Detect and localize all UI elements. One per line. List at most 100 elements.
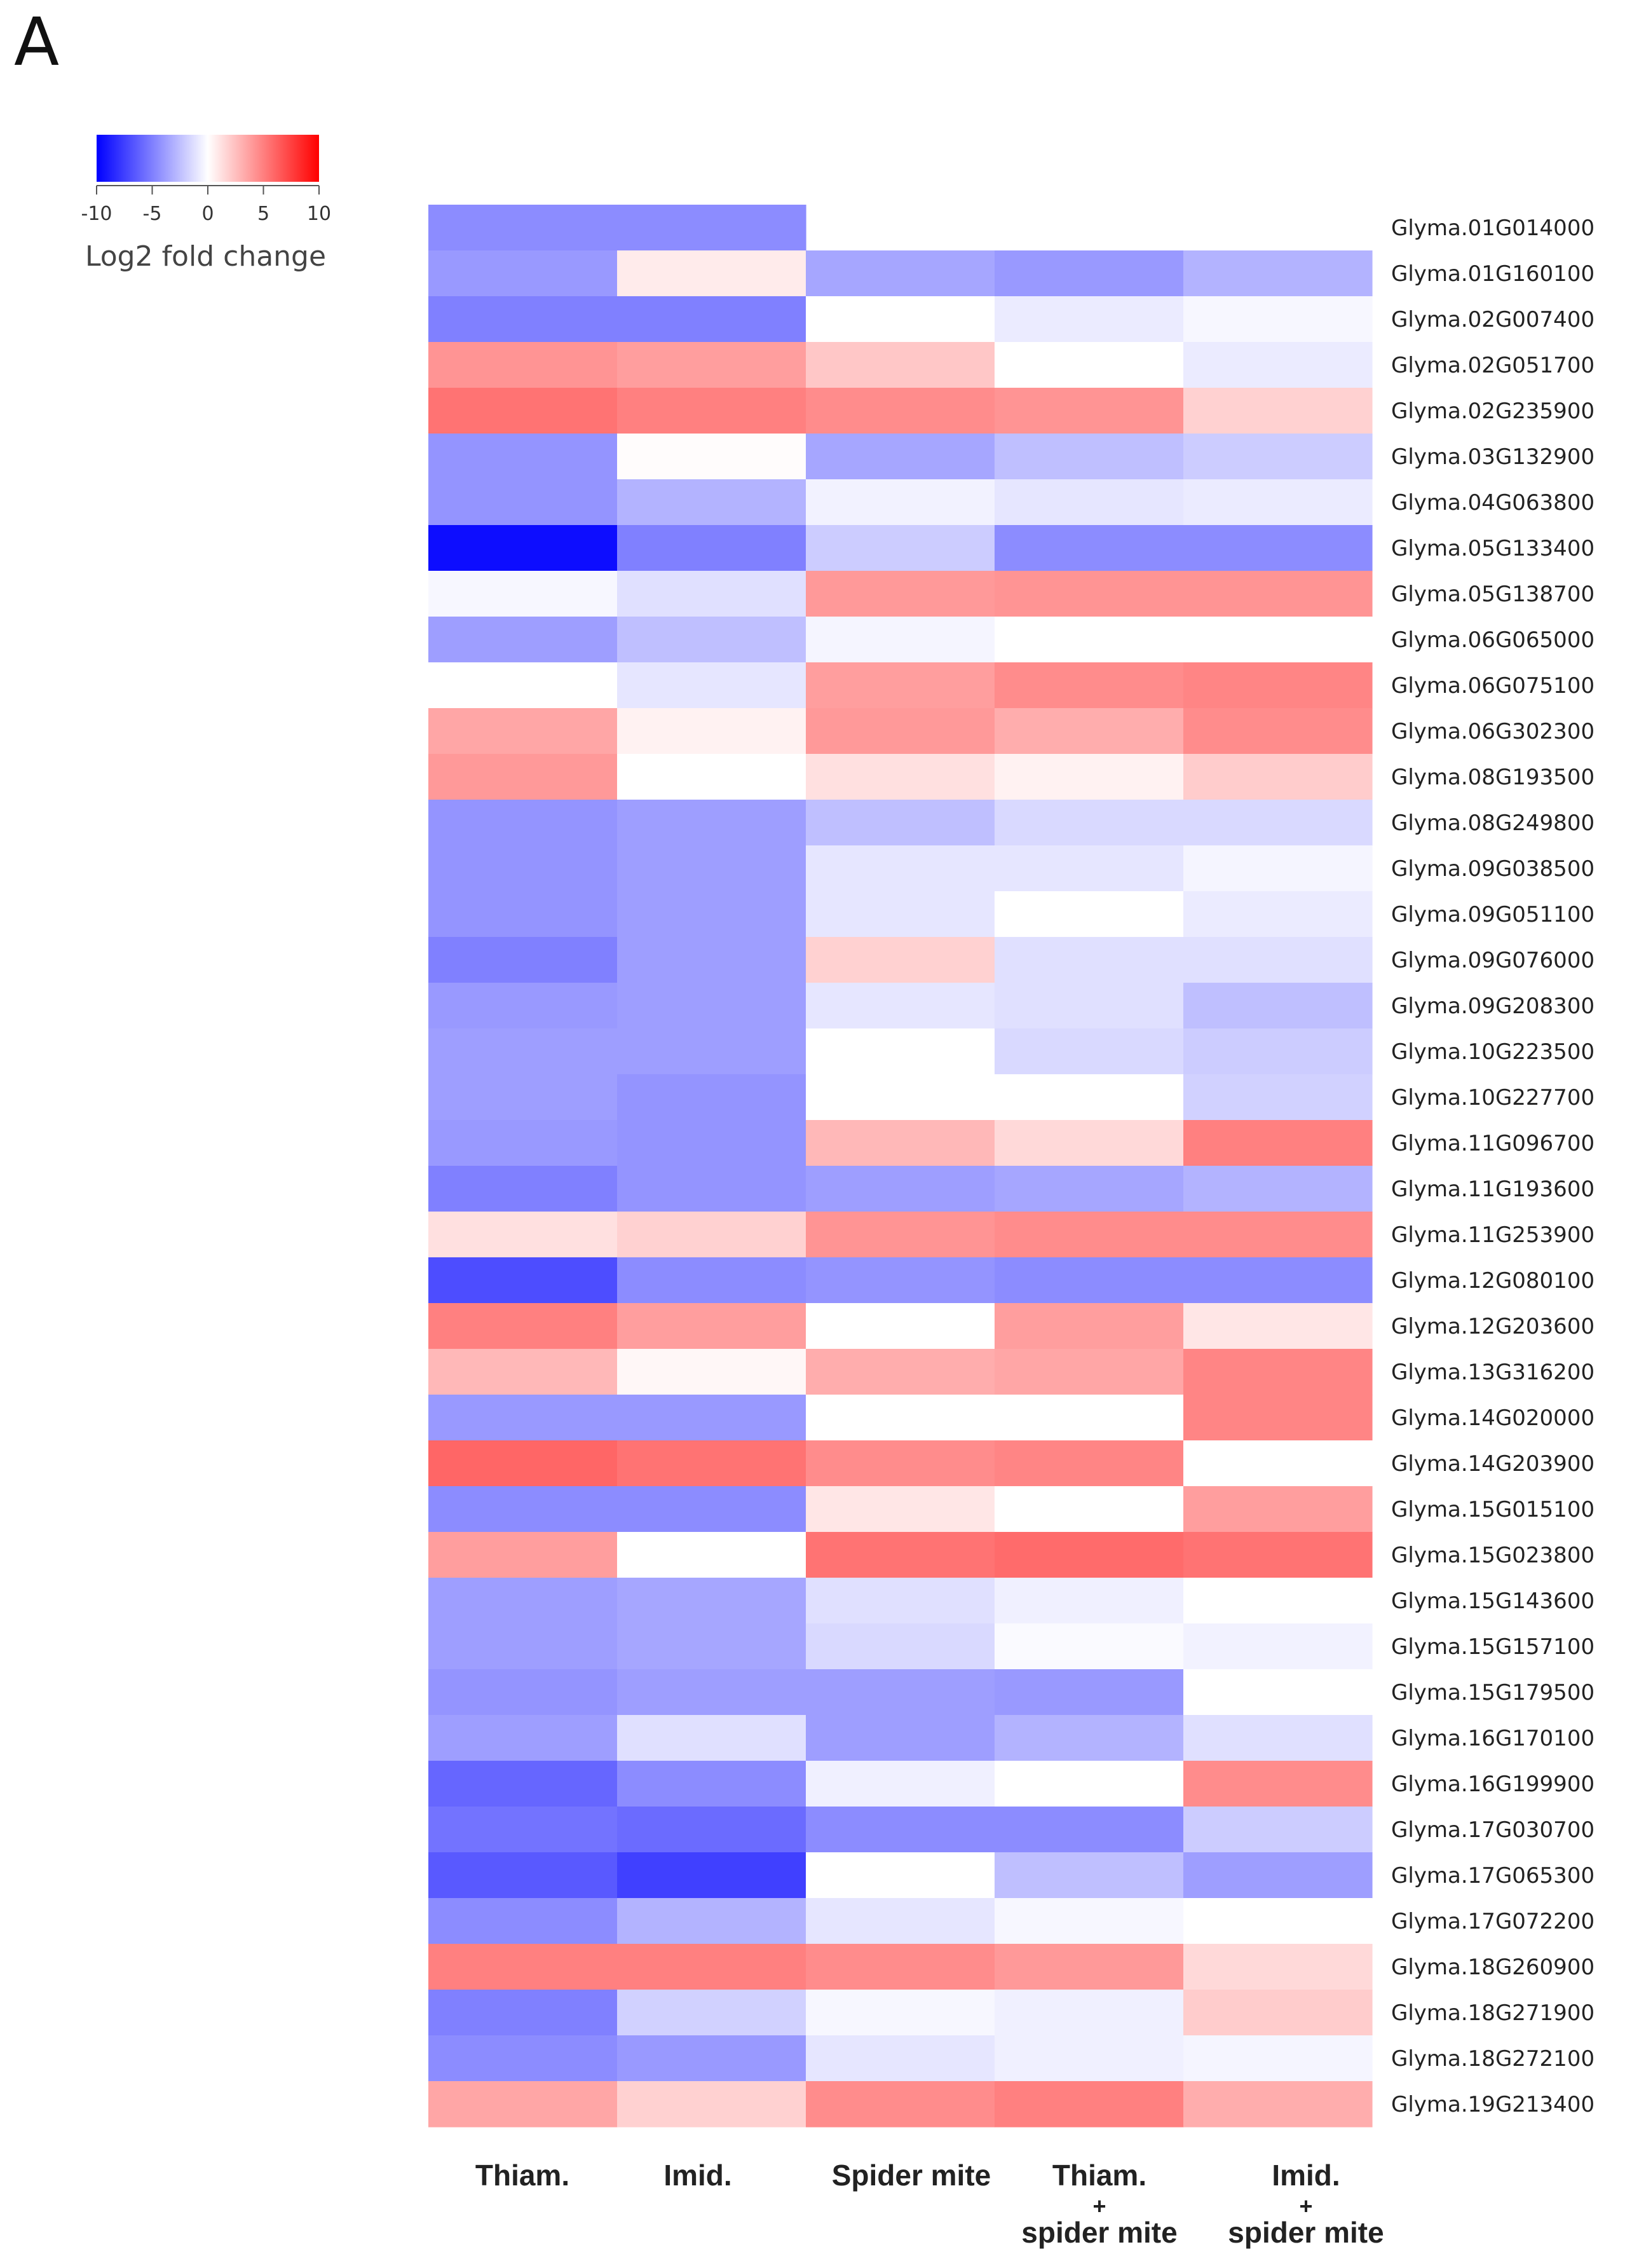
row-label: Glyma.18G260900 — [1391, 1955, 1594, 1980]
heatmap-cell — [995, 479, 1184, 526]
heatmap-cell — [617, 296, 806, 343]
heatmap-cell — [995, 1074, 1184, 1121]
row-label: Glyma.17G072200 — [1391, 1909, 1594, 1934]
heatmap-cell — [617, 1440, 806, 1487]
heatmap-cell — [617, 1852, 806, 1899]
heatmap-cell — [1183, 1807, 1373, 1853]
heatmap-cell — [1183, 983, 1373, 1029]
heatmap-cell — [995, 800, 1184, 846]
heatmap-cell — [617, 525, 806, 571]
heatmap-cell — [995, 1212, 1184, 1258]
heatmap-cell — [428, 388, 618, 434]
heatmap-cell — [995, 1715, 1184, 1761]
heatmap-cell — [1183, 1349, 1373, 1395]
heatmap-cell — [806, 571, 995, 617]
heatmap-cell — [995, 983, 1184, 1029]
column-label: Thiam. — [475, 2159, 569, 2192]
legend-tick-label: -10 — [81, 203, 112, 225]
heatmap-cell — [995, 1898, 1184, 1944]
row-label: Glyma.10G223500 — [1391, 1039, 1594, 1065]
heatmap-cell — [995, 250, 1184, 297]
row-labels: Glyma.01G014000 Glyma.01G160100 Glyma.02G0… — [1391, 215, 1594, 2117]
heatmap-cell — [1183, 1212, 1373, 1258]
heatmap-cell — [617, 754, 806, 800]
heatmap-cell — [995, 2035, 1184, 2082]
heatmap-cell — [1183, 525, 1373, 571]
row-label: Glyma.15G015100 — [1391, 1497, 1594, 1522]
row-label: Glyma.06G075100 — [1391, 673, 1594, 699]
heatmap-cell — [995, 1303, 1184, 1349]
heatmap-cell — [428, 754, 618, 800]
row-label: Glyma.13G316200 — [1391, 1360, 1594, 1385]
heatmap-cell — [428, 1578, 618, 1624]
heatmap-cell — [617, 1532, 806, 1578]
heatmap-cell — [995, 1532, 1184, 1578]
row-label: Glyma.06G065000 — [1391, 627, 1594, 653]
heatmap-cell — [428, 1212, 618, 1258]
heatmap-cell — [428, 1303, 618, 1349]
heatmap-cell — [995, 1761, 1184, 1807]
heatmap-cell — [617, 2035, 806, 2082]
row-label: Glyma.11G096700 — [1391, 1131, 1594, 1156]
heatmap-cell — [806, 800, 995, 846]
heatmap-cell — [617, 1349, 806, 1395]
heatmap-cell — [806, 1303, 995, 1349]
heatmap-cell — [617, 1898, 806, 1944]
heatmap-cell — [995, 296, 1184, 343]
heatmap-cell — [617, 342, 806, 388]
heatmap-cell — [806, 845, 995, 892]
heatmap-cell — [428, 205, 618, 251]
heatmap-cell — [617, 617, 806, 663]
heatmap-cell — [806, 1166, 995, 1212]
heatmap-cell — [995, 434, 1184, 480]
heatmap-cell — [995, 1395, 1184, 1441]
heatmap-cell — [1183, 1166, 1373, 1212]
heatmap-cell — [806, 1852, 995, 1899]
color-legend: -10 -5 0 5 10 Log2 fold change — [81, 135, 331, 273]
heatmap-cell — [1183, 250, 1373, 297]
column-label: Imid. — [663, 2159, 731, 2192]
heatmap-cell — [1183, 845, 1373, 892]
heatmap-cell — [1183, 1623, 1373, 1670]
heatmap-cell — [428, 1440, 618, 1487]
heatmap-cell — [1183, 1486, 1373, 1533]
heatmap-cell — [1183, 2035, 1373, 2082]
heatmap-cell — [806, 1532, 995, 1578]
heatmap-cell — [806, 1623, 995, 1670]
heatmap-cell — [995, 708, 1184, 755]
heatmap-cell — [428, 2081, 618, 2128]
row-label: Glyma.19G213400 — [1391, 2092, 1594, 2117]
heatmap-cell — [806, 1486, 995, 1533]
heatmap-cell — [1183, 1944, 1373, 1990]
column-label: spider mite — [1021, 2216, 1177, 2249]
heatmap-cell — [617, 662, 806, 709]
column-label: Thiam. — [1052, 2159, 1146, 2192]
heatmap-cell — [806, 1578, 995, 1624]
legend-tick-label: -5 — [143, 203, 162, 225]
row-label: Glyma.11G253900 — [1391, 1222, 1594, 1248]
heatmap-cell — [806, 891, 995, 938]
heatmap-cell — [1183, 1395, 1373, 1441]
heatmap-cell — [1183, 1440, 1373, 1487]
column-label: spider mite — [1228, 2216, 1384, 2249]
heatmap-cell — [995, 1669, 1184, 1716]
row-label: Glyma.15G179500 — [1391, 1680, 1594, 1705]
row-label: Glyma.12G080100 — [1391, 1268, 1594, 1294]
row-label: Glyma.18G271900 — [1391, 2000, 1594, 2026]
heatmap-cell — [806, 2035, 995, 2082]
heatmap-cell — [617, 1486, 806, 1533]
heatmap-cell — [1183, 800, 1373, 846]
heatmap-cell — [617, 708, 806, 755]
heatmap-cell — [1183, 1715, 1373, 1761]
heatmap-cell — [995, 662, 1184, 709]
heatmap-cell — [617, 250, 806, 297]
heatmap-cell — [428, 1715, 618, 1761]
heatmap-cell — [1183, 1669, 1373, 1716]
heatmap-cell — [617, 891, 806, 938]
heatmap-cell — [617, 1074, 806, 1121]
heatmap-cell — [1183, 1990, 1373, 2036]
heatmap-cell — [806, 1120, 995, 1166]
heatmap-cell — [995, 1440, 1184, 1487]
heatmap-cell — [617, 845, 806, 892]
heatmap-cell — [617, 1303, 806, 1349]
